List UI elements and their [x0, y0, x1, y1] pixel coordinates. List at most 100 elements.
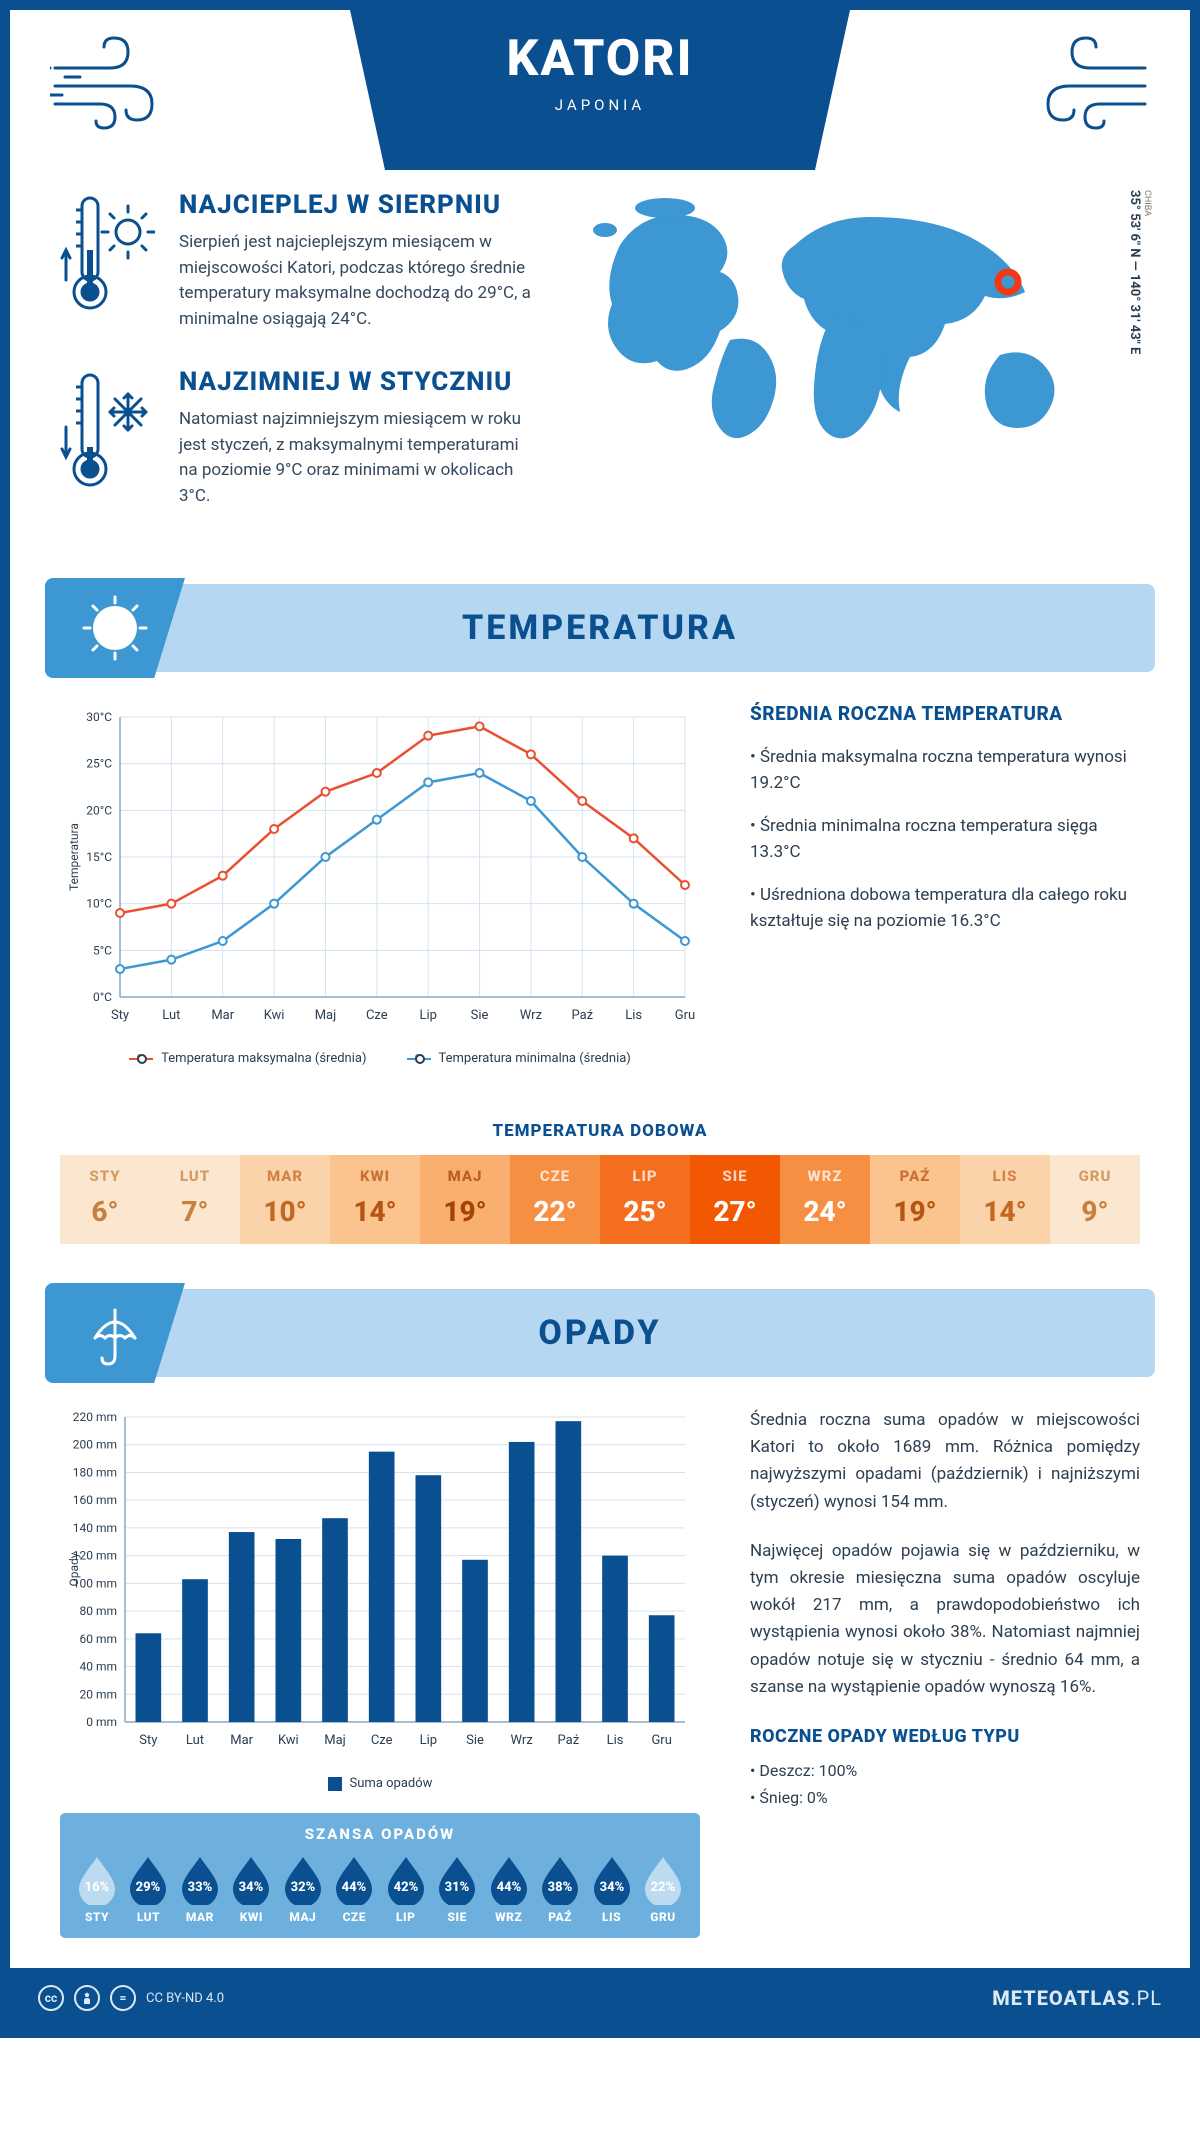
svg-text:140 mm: 140 mm	[73, 1521, 117, 1535]
svg-text:16%: 16%	[85, 1880, 110, 1895]
brand-logo: METEOATLAS.PL	[992, 1986, 1162, 2010]
daily-temp-cell: CZE22°	[510, 1155, 600, 1244]
svg-text:22%: 22%	[651, 1880, 676, 1895]
daily-temp-cell: LUT7°	[150, 1155, 240, 1244]
temperature-title: TEMPERATURA	[45, 608, 1155, 648]
temperature-line-chart: 0°C5°C10°C15°C20°C25°C30°CStyLutMarKwiMa…	[60, 702, 700, 1066]
svg-text:29%: 29%	[136, 1880, 161, 1895]
daily-temp-cell: MAR10°	[240, 1155, 330, 1244]
svg-text:80 mm: 80 mm	[79, 1604, 117, 1618]
warmest-month-title: NAJCIEPLEJ W SIERPNIU	[179, 190, 540, 220]
wind-swirl-right-icon	[1010, 28, 1150, 138]
precip-type-title: ROCZNE OPADY WEDŁUG TYPU	[750, 1726, 1140, 1747]
svg-text:Lut: Lut	[162, 1008, 180, 1023]
precip-summary-1: Średnia roczna suma opadów w miejscowośc…	[750, 1407, 1140, 1516]
svg-text:Kwi: Kwi	[278, 1733, 299, 1748]
coordinates: CHIBA 35° 53' 6" N — 140° 31' 43" E	[1127, 190, 1152, 450]
svg-text:30°C: 30°C	[86, 710, 112, 724]
precip-summary-2: Najwięcej opadów pojawia się w październ…	[750, 1538, 1140, 1701]
temp-summary-bullet: • Średnia maksymalna roczna temperatura …	[750, 745, 1140, 796]
svg-text:0°C: 0°C	[93, 990, 112, 1004]
svg-text:Temperatura: Temperatura	[67, 823, 81, 891]
coldest-month-text: Natomiast najzimniejszym miesiącem w rok…	[179, 407, 540, 509]
rain-chance-drop: 44% WRZ	[486, 1853, 532, 1924]
page-footer: cc = CC BY-ND 4.0 METEOATLAS.PL	[10, 1968, 1190, 2028]
svg-text:Wrz: Wrz	[511, 1733, 534, 1748]
nd-icon: =	[110, 1985, 136, 2011]
precip-type-bullet: • Śnieg: 0%	[750, 1784, 1140, 1811]
rain-chance-drop: 38% PAŹ	[537, 1853, 583, 1924]
daily-temp-cell: KWI14°	[330, 1155, 420, 1244]
svg-text:44%: 44%	[342, 1880, 367, 1895]
svg-text:Lut: Lut	[186, 1733, 204, 1748]
warmest-month-text: Sierpień jest najcieplejszym miesiącem w…	[179, 230, 540, 332]
daily-temp-cell: GRU9°	[1050, 1155, 1140, 1244]
svg-text:Gru: Gru	[651, 1733, 671, 1748]
thermometer-sun-icon	[60, 190, 155, 320]
svg-text:Lis: Lis	[625, 1008, 642, 1023]
svg-text:25°C: 25°C	[86, 757, 112, 771]
rain-chance-drop: 16% STY	[74, 1853, 120, 1924]
rain-chance-drop: 32% MAJ	[280, 1853, 326, 1924]
city-name: KATORI	[350, 30, 850, 88]
coords-text: 35° 53' 6" N — 140° 31' 43" E	[1127, 190, 1142, 354]
svg-text:40 mm: 40 mm	[79, 1660, 117, 1674]
precipitation-bar-chart: 0 mm20 mm40 mm60 mm80 mm100 mm120 mm140 …	[60, 1407, 700, 1791]
svg-text:180 mm: 180 mm	[73, 1465, 117, 1479]
daily-temp-cell: SIE27°	[690, 1155, 780, 1244]
svg-text:Lip: Lip	[419, 1008, 436, 1023]
precip-type-bullet: • Deszcz: 100%	[750, 1757, 1140, 1784]
svg-text:Sty: Sty	[139, 1733, 157, 1748]
svg-text:Sie: Sie	[466, 1733, 484, 1748]
svg-text:38%: 38%	[548, 1880, 573, 1895]
svg-text:200 mm: 200 mm	[73, 1438, 117, 1452]
svg-text:160 mm: 160 mm	[73, 1493, 117, 1507]
svg-text:20°C: 20°C	[86, 803, 112, 817]
temperature-summary: ŚREDNIA ROCZNA TEMPERATURA • Średnia mak…	[750, 702, 1140, 1066]
svg-text:Mar: Mar	[230, 1733, 253, 1748]
city-banner: KATORI JAPONIA	[350, 10, 850, 170]
temperature-chart-legend: Temperatura maksymalna (średnia) Tempera…	[60, 1051, 700, 1066]
svg-text:Wrz: Wrz	[520, 1008, 543, 1023]
svg-text:Cze: Cze	[371, 1733, 393, 1748]
temperature-section-header: TEMPERATURA	[45, 584, 1155, 672]
svg-text:Lis: Lis	[607, 1733, 624, 1748]
rain-chance-title: SZANSA OPADÓW	[74, 1825, 686, 1843]
svg-text:32%: 32%	[290, 1880, 315, 1895]
svg-text:20 mm: 20 mm	[79, 1687, 117, 1701]
rain-chance-drop: 44% CZE	[331, 1853, 377, 1924]
svg-text:Lip: Lip	[420, 1733, 437, 1748]
rain-chance-drop: 31% SIE	[434, 1853, 480, 1924]
umbrella-icon	[80, 1298, 150, 1368]
svg-text:Paź: Paź	[558, 1733, 580, 1748]
daily-temp-cell: STY6°	[60, 1155, 150, 1244]
svg-text:0 mm: 0 mm	[86, 1715, 117, 1729]
svg-text:Opady: Opady	[67, 1552, 81, 1586]
rain-chance-drop: 33% MAR	[177, 1853, 223, 1924]
sun-glow-icon	[80, 593, 150, 663]
wind-swirl-left-icon	[50, 28, 190, 138]
temp-summary-bullet: • Średnia minimalna roczna temperatura s…	[750, 814, 1140, 865]
by-icon	[74, 1985, 100, 2011]
daily-temp-title: TEMPERATURA DOBOWA	[10, 1121, 1190, 1141]
svg-text:Paź: Paź	[571, 1008, 593, 1023]
svg-text:42%: 42%	[393, 1880, 418, 1895]
svg-text:5°C: 5°C	[93, 943, 112, 957]
svg-text:Mar: Mar	[211, 1008, 234, 1023]
daily-temp-cell: LIP25°	[600, 1155, 690, 1244]
rain-chance-box: SZANSA OPADÓW 16% STY 29% LUT 33% MAR 34…	[60, 1813, 700, 1938]
rain-chance-drop: 22% GRU	[640, 1853, 686, 1924]
license-badges: cc = CC BY-ND 4.0	[38, 1985, 224, 2011]
svg-text:34%: 34%	[239, 1880, 264, 1895]
svg-text:Sty: Sty	[111, 1008, 129, 1023]
svg-text:Maj: Maj	[315, 1008, 337, 1023]
svg-text:Cze: Cze	[366, 1008, 388, 1023]
world-map: CHIBA 35° 53' 6" N — 140° 31' 43" E	[580, 190, 1140, 544]
svg-text:Gru: Gru	[675, 1008, 695, 1023]
svg-text:60 mm: 60 mm	[79, 1632, 117, 1646]
svg-text:44%: 44%	[496, 1880, 521, 1895]
region-label: CHIBA	[1142, 190, 1152, 444]
warmest-month-block: NAJCIEPLEJ W SIERPNIU Sierpień jest najc…	[60, 190, 540, 332]
country-name: JAPONIA	[350, 96, 850, 114]
precipitation-summary: Średnia roczna suma opadów w miejscowośc…	[750, 1407, 1140, 1938]
